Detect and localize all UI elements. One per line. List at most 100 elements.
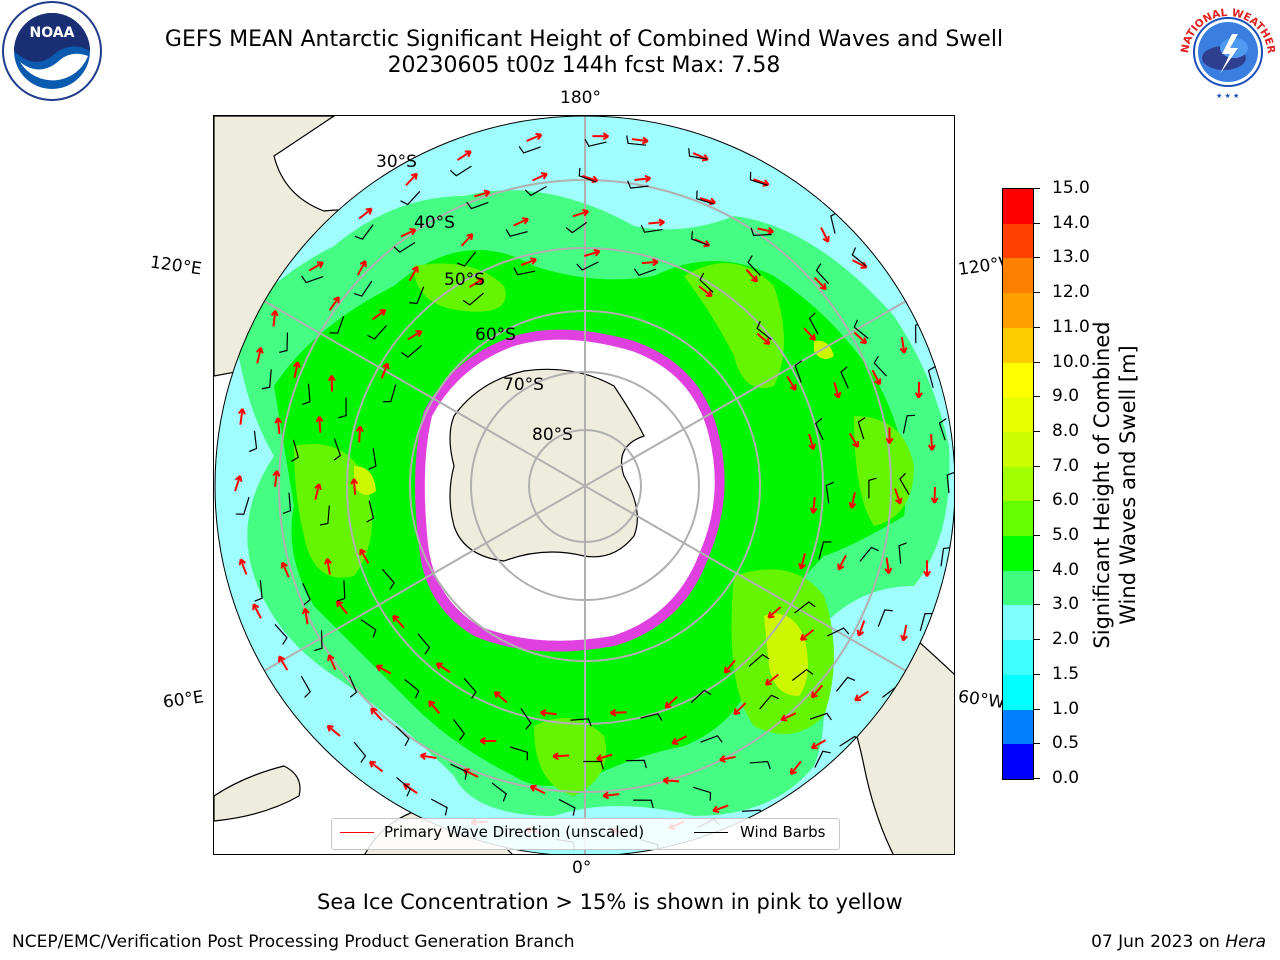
colorbar-title-line2: Wind Waves and Swell [m]: [1116, 345, 1140, 625]
wind-barb: [505, 228, 528, 237]
wave-direction-arrow: [813, 277, 827, 291]
wind-barb: [430, 798, 448, 816]
wave-direction-arrow: [355, 425, 364, 443]
wind-barb: [274, 623, 288, 645]
wave-direction-arrow: [314, 483, 322, 500]
wind-barb: [395, 725, 410, 747]
wind-barb: [827, 627, 850, 637]
wind-barb: [368, 448, 377, 470]
wave-direction-arrow: [662, 776, 680, 785]
wave-direction-arrow: [539, 709, 557, 717]
wind-barb: [333, 438, 342, 461]
wave-direction-arrow: [914, 381, 923, 399]
wave-direction-arrow: [648, 218, 665, 227]
wind-barb: [633, 799, 654, 809]
wind-barb: [873, 355, 887, 377]
colorbar-tick: [1034, 778, 1040, 779]
colorbar-tick-label: 11.0: [1052, 316, 1090, 337]
lon-label-0: 0°: [572, 858, 592, 878]
wave-field-5m: [294, 263, 914, 797]
wave-direction-arrow: [479, 736, 497, 745]
wind-barb: [396, 777, 411, 797]
wind-barb: [417, 633, 431, 655]
wind-barb: [353, 741, 367, 763]
wind-barb: [366, 500, 375, 523]
wave-direction-arrow: [664, 695, 678, 709]
wind-barb: [626, 135, 647, 146]
wind-barb: [946, 471, 954, 494]
nws-logo-icon: NATIONAL WEATHER SERVICE ★ ★ ★: [1176, 0, 1277, 101]
wind-barb: [578, 167, 597, 183]
wind-barb: [491, 782, 507, 802]
colorbar-tick: [1034, 639, 1040, 641]
wind-barb: [688, 148, 708, 160]
wind-barb: [452, 719, 466, 741]
wave-direction-arrow: [854, 690, 869, 702]
colorbar-tick: [1034, 188, 1040, 189]
lon-label-60w: 60°W: [956, 686, 1007, 714]
wave-direction-arrow: [885, 427, 894, 444]
wind-barb: [382, 384, 397, 403]
wave-direction-arrow: [930, 486, 939, 504]
wind-barb: [291, 439, 300, 462]
colorbar-segment: [1003, 223, 1033, 259]
wave-direction-arrow: [350, 478, 359, 495]
wave-direction-arrow: [602, 791, 620, 800]
wave-direction-arrow: [641, 258, 659, 267]
wave-direction-arrow: [238, 558, 248, 575]
antarctica-ice-zone: [415, 329, 725, 652]
host-name: Hera: [1225, 932, 1266, 952]
wind-barb: [409, 286, 425, 305]
wave-direction-arrow: [789, 760, 802, 775]
wind-barb: [927, 365, 936, 389]
colorbar-tick-label: 2.0: [1052, 629, 1080, 650]
wind-barb: [690, 689, 712, 704]
wave-direction-arrow: [324, 557, 332, 575]
wind-barb: [570, 718, 592, 727]
wind-barb: [627, 180, 649, 189]
wave-direction-arrow: [327, 654, 337, 671]
wave-direction-arrow: [848, 432, 859, 448]
wind-barb: [808, 312, 819, 335]
wind-barb: [518, 146, 541, 154]
wind-barb: [814, 417, 824, 441]
wave-direction-arrow: [764, 673, 779, 686]
wind-barb: [633, 268, 657, 277]
wave-direction-arrow: [526, 132, 543, 142]
lat-label-80s: 80°S: [532, 425, 573, 445]
wind-barb: [462, 292, 484, 306]
wave-direction-arrow: [884, 557, 893, 575]
wave-direction-arrow: [592, 132, 609, 141]
wave-direction-arrow: [493, 691, 508, 704]
wave-direction-arrow: [671, 735, 688, 745]
wave-direction-arrow: [274, 417, 283, 434]
colorbar-tick-label: 4.0: [1052, 559, 1080, 580]
wave-direction-arrow: [609, 708, 627, 717]
colorbar: [1002, 188, 1034, 780]
wind-barb: [938, 418, 947, 441]
wave-direction-arrow: [368, 760, 384, 773]
wind-barb: [835, 676, 856, 692]
wind-barb: [626, 759, 647, 769]
colorbar-tick-label: 12.0: [1052, 282, 1090, 303]
wind-barb: [456, 251, 477, 267]
wind-barb: [354, 280, 373, 297]
wind-barb: [691, 231, 709, 246]
wave-direction-arrow: [252, 603, 262, 619]
wave-direction-arrow: [780, 712, 797, 722]
wind-barb: [899, 472, 910, 495]
wave-direction-arrow: [786, 375, 797, 391]
credit-line: NCEP/EMC/Verification Post Processing Pr…: [12, 932, 575, 952]
legend-wave-line: [340, 832, 374, 833]
colorbar-tick-label: 10.0: [1052, 351, 1090, 372]
wind-barb: [450, 763, 468, 780]
wave-direction-arrow: [853, 331, 868, 345]
colorbar-tick-label: 1.5: [1052, 663, 1080, 684]
wind-barb: [279, 332, 289, 354]
noaa-logo-icon: NOAA: [2, 1, 102, 101]
wind-barb: [400, 190, 421, 206]
wind-barb: [851, 247, 867, 267]
wave-direction-arrow: [278, 655, 289, 671]
wind-barb: [520, 707, 532, 730]
wind-barb: [558, 798, 576, 816]
